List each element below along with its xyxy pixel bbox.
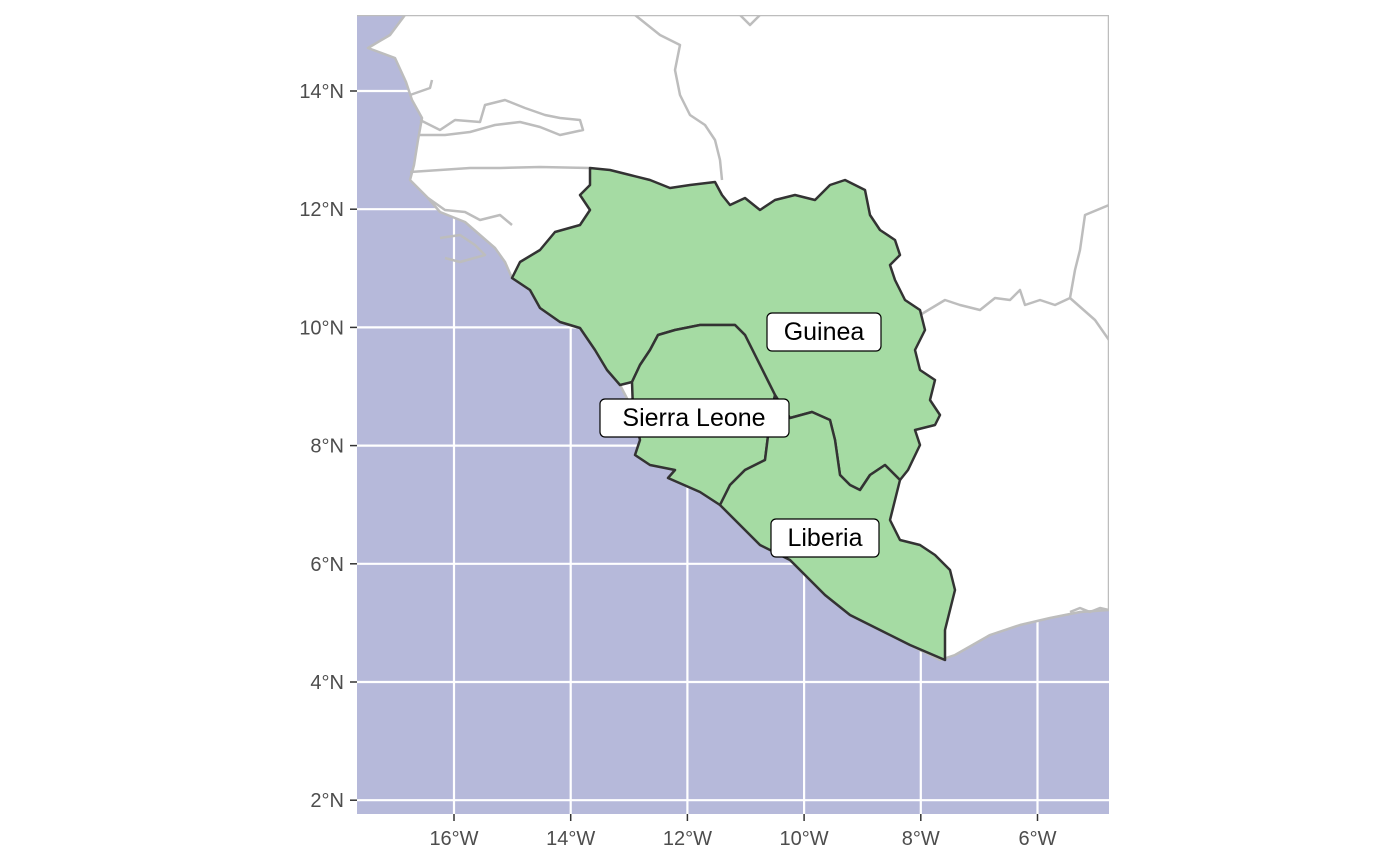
label-box-liberia	[770, 518, 880, 558]
y-tick-label: 4°N	[310, 672, 344, 694]
country-labels: Guinea Sierra Leone Liberia	[599, 312, 882, 558]
x-tick-label: 16°W	[429, 828, 478, 850]
label-text-liberia: Liberia	[787, 524, 862, 552]
x-tick-label: 14°W	[546, 828, 595, 850]
y-tick-label: 2°N	[310, 790, 344, 812]
guineabissau-coast	[427, 196, 513, 264]
x-tick-label: 12°W	[663, 828, 712, 850]
y-tick-label: 6°N	[310, 554, 344, 576]
label-text-sierra-leone: Sierra Leone	[622, 404, 765, 432]
mali-senegal-border	[634, 15, 761, 181]
x-tick-label: 6°W	[1019, 828, 1057, 850]
senegal-guineabissau-border	[409, 165, 591, 174]
label-box-sierra-leone	[599, 398, 790, 438]
label-liberia: Liberia	[770, 518, 880, 558]
y-tick-label: 8°N	[310, 436, 344, 458]
x-tick-label: 10°W	[780, 828, 829, 850]
gambia-border	[409, 79, 585, 137]
label-guinea: Guinea	[766, 312, 882, 352]
y-tick-label: 10°N	[299, 317, 344, 339]
y-tick-label: 14°N	[299, 81, 344, 103]
y-axis: 14°N 12°N 10°N 8°N 6°N 4°N 2°N	[299, 81, 357, 812]
ivorycoast-mali-border	[919, 203, 1109, 341]
y-tick-label: 12°N	[299, 199, 344, 221]
ivorycoast-coast-detail	[1069, 606, 1109, 614]
label-sierra-leone: Sierra Leone	[599, 398, 790, 438]
neighbor-borders	[409, 15, 1109, 614]
x-tick-label: 8°W	[902, 828, 940, 850]
label-box-guinea	[766, 312, 882, 352]
x-axis: 16°W 14°W 12°W 10°W 8°W 6°W	[429, 814, 1057, 850]
label-text-guinea: Guinea	[784, 318, 865, 346]
